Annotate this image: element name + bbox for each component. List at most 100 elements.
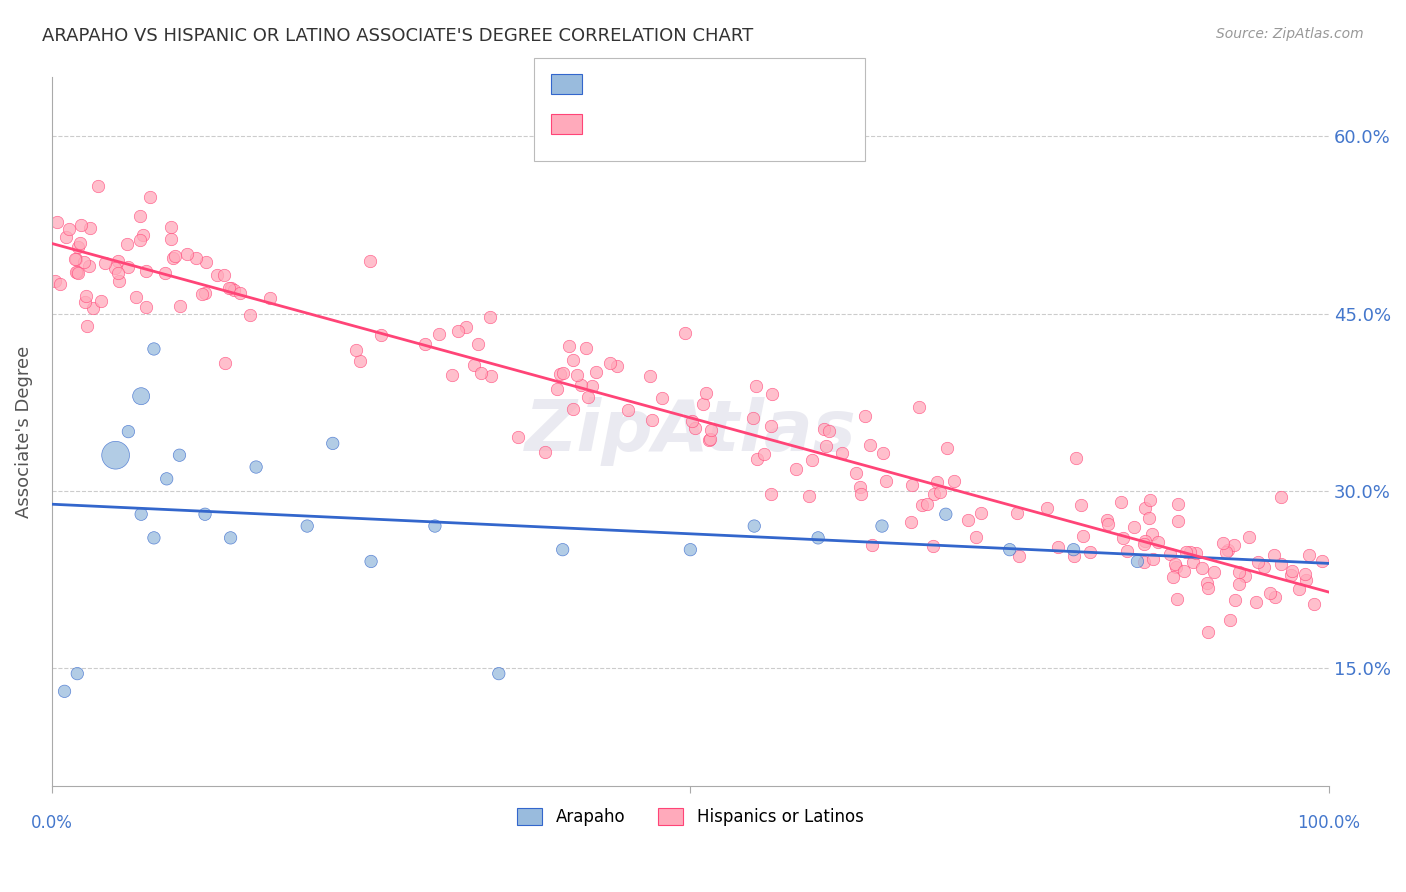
Point [742,410,765,425]
Point [478,310,501,325]
Point [65,252,87,266]
Text: N =: N = [707,116,741,130]
Point [1133,501,1156,516]
Text: R =: R = [591,116,624,130]
Point [551,542,574,557]
Point [1112,531,1135,545]
Point [295,519,318,533]
Point [921,539,943,553]
Point [79,221,101,235]
Point [212,268,235,283]
Point [163,249,186,263]
Point [1167,497,1189,511]
Text: N =: N = [707,76,741,90]
Point [1310,553,1333,567]
Point [53,684,76,698]
Point [818,424,841,438]
Point [807,531,830,545]
Point [70,218,93,232]
Point [322,436,344,450]
Point [617,403,640,417]
Point [142,531,165,545]
Text: 201: 201 [742,114,778,132]
Point [875,474,897,488]
Point [1185,545,1208,559]
Point [575,341,598,355]
Point [562,401,585,416]
Point [427,326,450,341]
Point [46,214,69,228]
Text: Source: ZipAtlas.com: Source: ZipAtlas.com [1216,27,1364,41]
Point [447,324,470,338]
Point [550,368,572,382]
Point [159,232,181,246]
Point [1247,555,1270,569]
Point [651,391,673,405]
Point [1173,564,1195,578]
Point [683,421,706,435]
Point [76,319,98,334]
Point [998,542,1021,557]
Point [186,251,208,265]
Point [124,290,146,304]
Point [349,354,371,368]
Point [360,554,382,568]
Point [194,286,217,301]
Point [1115,544,1137,558]
Point [1166,592,1188,607]
Point [845,466,868,480]
Point [761,386,783,401]
Point [697,434,720,448]
Point [107,253,129,268]
Point [1191,561,1213,575]
Point [245,460,267,475]
Point [1159,547,1181,561]
Point [1227,565,1250,579]
Point [606,359,628,374]
Point [551,366,574,380]
Point [562,352,585,367]
Point [142,342,165,356]
Point [860,539,883,553]
Point [1223,538,1246,552]
Point [849,487,872,501]
Point [117,425,139,439]
Point [239,308,262,322]
Point [218,281,240,295]
Point [63,252,86,267]
Point [797,489,820,503]
Point [1218,543,1240,558]
Point [160,220,183,235]
Point [82,301,104,315]
Point [935,441,957,455]
Point [1219,614,1241,628]
Text: -0.219: -0.219 [630,74,689,92]
Point [1064,451,1087,466]
Point [1007,549,1029,563]
Point [1109,495,1132,509]
Point [1288,582,1310,597]
Point [1212,536,1234,550]
Point [1078,545,1101,559]
Point [104,260,127,275]
Point [576,390,599,404]
Point [699,432,721,446]
Point [1294,567,1316,582]
Point [1063,542,1085,557]
Point [759,487,782,501]
Text: 0.0%: 0.0% [31,814,73,832]
Text: ARAPAHO VS HISPANIC OR LATINO ASSOCIATE'S DEGREE CORRELATION CHART: ARAPAHO VS HISPANIC OR LATINO ASSOCIATE'… [42,27,754,45]
Point [131,228,153,243]
Point [191,287,214,301]
Point [222,283,245,297]
Point [1229,577,1251,591]
Point [969,506,991,520]
Point [162,251,184,265]
Point [1258,586,1281,600]
Point [135,263,157,277]
Point [1202,566,1225,580]
Point [1164,560,1187,574]
Point [911,498,934,512]
Point [1070,499,1092,513]
Point [470,367,492,381]
